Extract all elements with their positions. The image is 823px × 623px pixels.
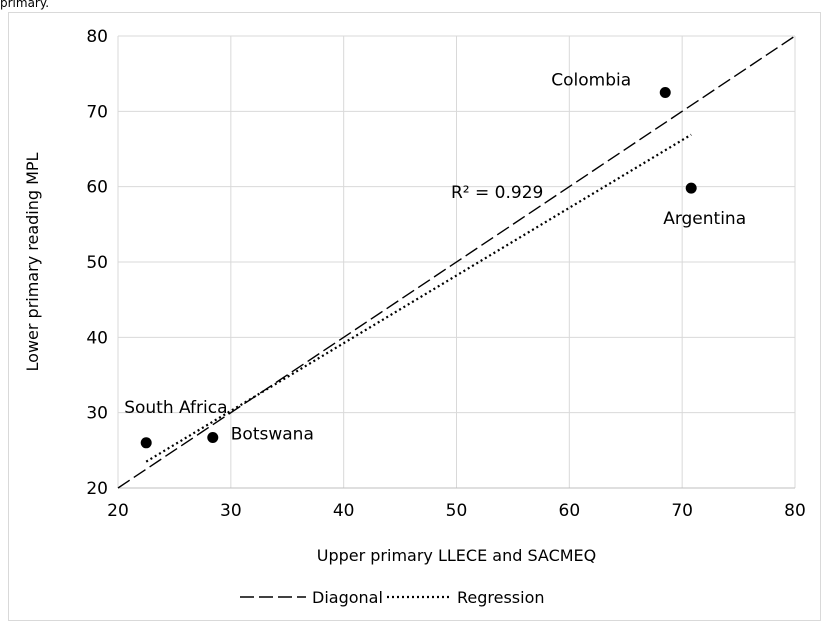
series-line-regression <box>145 133 692 463</box>
data-point-argentina <box>685 182 697 194</box>
point-label: Botswana <box>231 425 314 445</box>
x-tick-label: 20 <box>107 501 129 521</box>
legend-diagonal-label: Diagonal <box>312 588 383 607</box>
point-label: Argentina <box>663 209 746 229</box>
y-tick-label: 40 <box>86 328 108 348</box>
x-axis-label: Upper primary LLECE and SACMEQ <box>317 546 597 565</box>
chart-frame <box>8 12 821 621</box>
y-tick-label: 80 <box>86 27 108 47</box>
y-tick-label: 20 <box>86 479 108 499</box>
x-tick-label: 80 <box>784 501 806 521</box>
x-tick-label: 50 <box>446 501 468 521</box>
legend-regression-label: Regression <box>457 588 545 607</box>
caption-fragment: primary. <box>0 0 50 10</box>
series-lines <box>117 35 796 489</box>
y-tick-label: 70 <box>86 102 108 122</box>
data-point-botswana <box>207 432 219 444</box>
x-tick-label: 30 <box>220 501 242 521</box>
y-tick-label: 30 <box>86 404 108 424</box>
x-tick-label: 70 <box>671 501 693 521</box>
point-label: South Africa <box>124 398 227 418</box>
point-label: Colombia <box>551 71 631 91</box>
data-point-colombia <box>659 87 671 98</box>
x-tick-label: 60 <box>559 501 581 521</box>
y-axis-label: Lower primary reading MPL <box>23 152 42 371</box>
y-tick-label: 60 <box>86 178 108 198</box>
tick-labels: 20 30 40 50 60 70 80 20 30 40 50 60 70 80 <box>86 27 805 521</box>
x-tick-label: 40 <box>333 501 355 521</box>
y-tick-label: 50 <box>86 253 108 273</box>
data-point-south-africa <box>140 437 152 449</box>
legend: Diagonal Regression <box>240 588 545 607</box>
series-line-diagonal <box>117 35 796 489</box>
r-squared-annotation: R² = 0.929 <box>451 183 543 203</box>
data-points <box>140 87 697 449</box>
